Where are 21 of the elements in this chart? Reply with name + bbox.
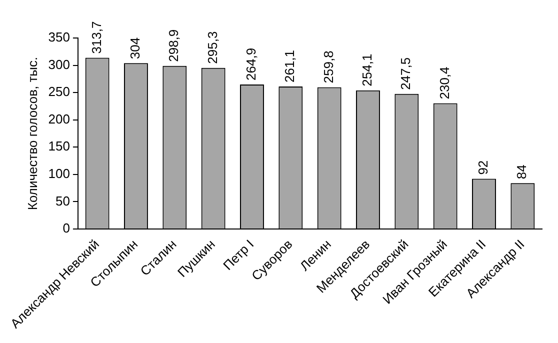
data-label: 247,5 — [398, 57, 414, 90]
y-tick-label: 300 — [48, 56, 70, 72]
data-label: 304 — [128, 37, 143, 60]
data-label: 84 — [514, 164, 530, 180]
y-tick-label: 200 — [48, 111, 70, 126]
data-label: 261,1 — [282, 50, 298, 83]
data-label: 92 — [476, 160, 491, 175]
y-tick-label: 50 — [56, 193, 70, 208]
y-tick-label: 100 — [48, 166, 70, 182]
y-tick-label: 0 — [62, 220, 70, 236]
data-label: 259,8 — [320, 50, 336, 84]
y-tick-label: 350 — [48, 30, 70, 45]
data-label: 295,3 — [204, 31, 220, 64]
data-label: 298,9 — [166, 29, 182, 62]
y-tick-label: 250 — [48, 84, 70, 100]
data-label: 254,1 — [360, 54, 375, 86]
data-label: 264,9 — [244, 48, 259, 80]
data-label: 230,4 — [436, 66, 452, 100]
y-tick-label: 150 — [48, 138, 70, 154]
y-axis-title: Количество голосов, тыс. — [25, 56, 40, 210]
data-label: 313,7 — [88, 21, 104, 54]
